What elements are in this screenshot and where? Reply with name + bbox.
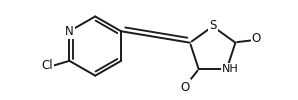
Text: NH: NH <box>222 64 239 74</box>
Text: O: O <box>180 81 190 94</box>
Text: O: O <box>252 32 261 45</box>
Text: N: N <box>65 25 74 38</box>
Text: S: S <box>209 19 216 32</box>
Text: Cl: Cl <box>41 59 53 72</box>
